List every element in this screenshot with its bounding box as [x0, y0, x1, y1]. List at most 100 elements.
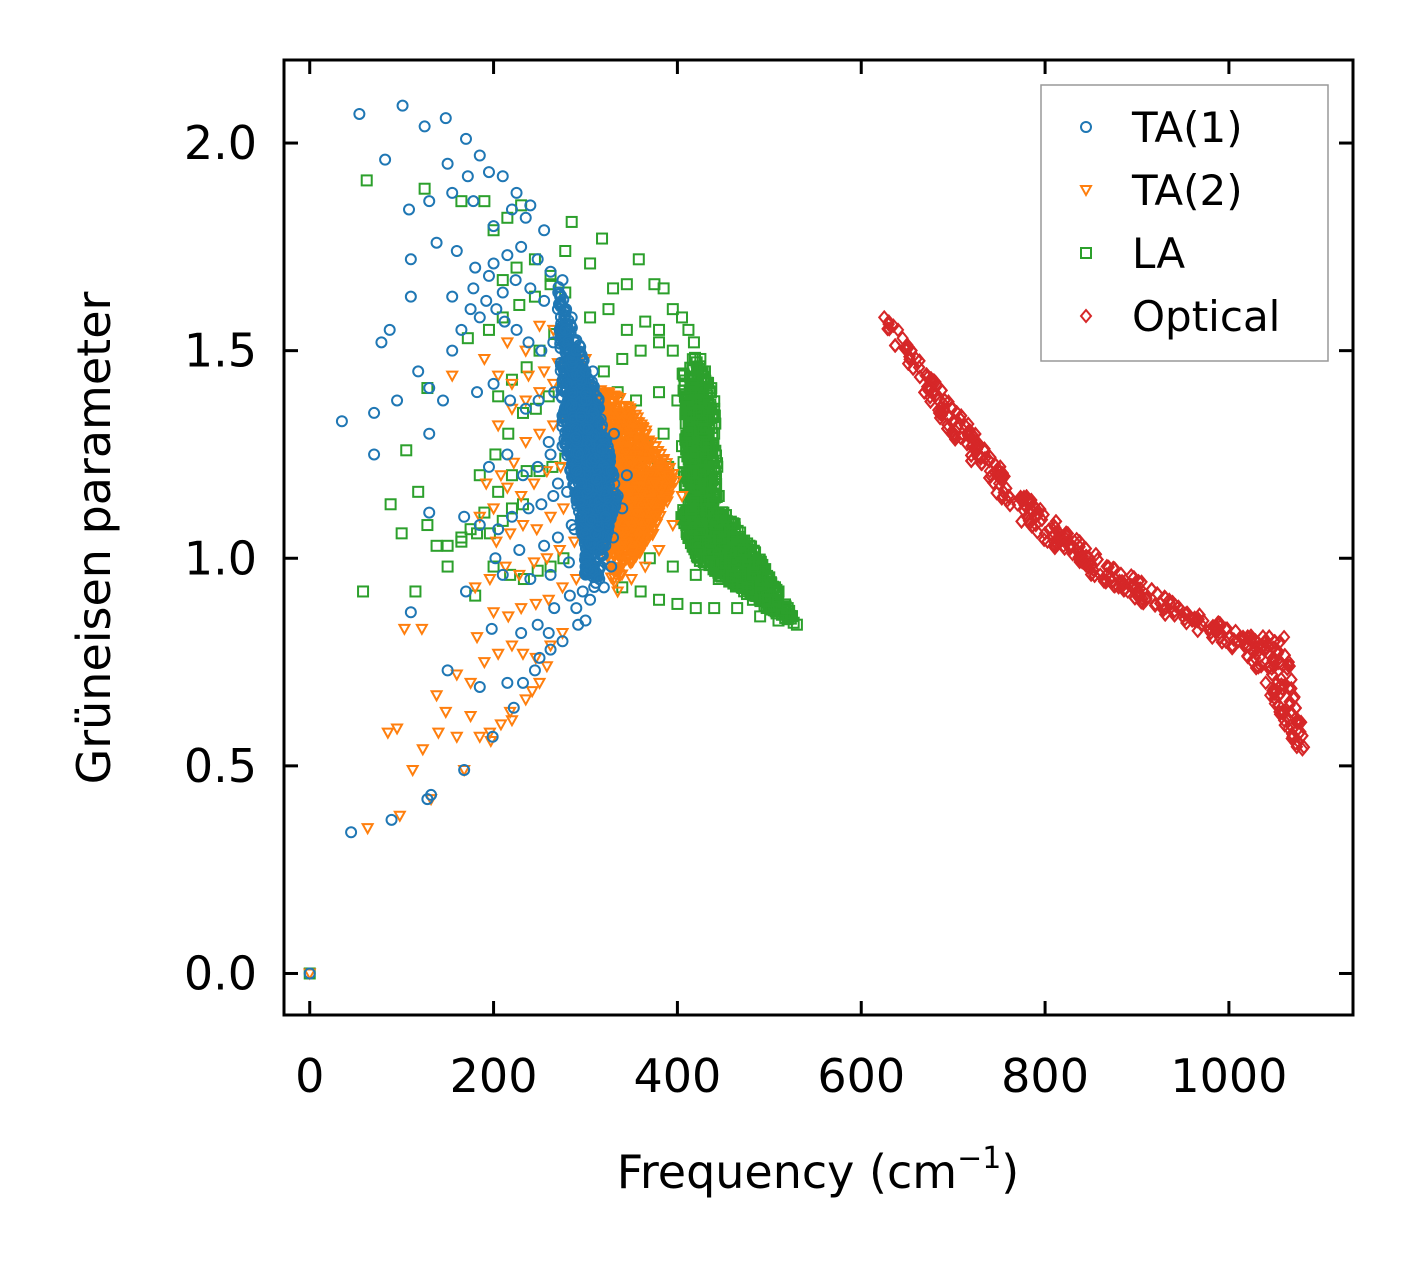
- data-point-ta-2: [477, 353, 492, 367]
- data-point-la: [657, 427, 670, 440]
- data-point-ta-2: [620, 407, 634, 420]
- data-point-ta-2: [500, 337, 515, 350]
- data-point-la: [708, 427, 721, 440]
- data-point-la: [696, 447, 709, 460]
- data-point-optical: [940, 421, 954, 437]
- data-point-ta-1: [547, 489, 560, 502]
- data-point-ta-2: [624, 485, 638, 498]
- data-point-la: [510, 261, 523, 274]
- data-point-optical: [920, 379, 934, 395]
- data-point-la: [753, 553, 766, 566]
- data-point-ta-1: [450, 245, 463, 257]
- data-point-la: [687, 336, 700, 349]
- data-point-la: [707, 557, 720, 570]
- data-point-optical: [921, 381, 934, 397]
- data-point-ta-2: [553, 544, 567, 558]
- data-point-la: [504, 568, 517, 581]
- data-point-ta-2: [450, 669, 464, 682]
- data-point-ta-1: [519, 402, 532, 415]
- data-point-ta-1: [531, 253, 544, 266]
- data-point-la: [694, 352, 707, 365]
- data-point-la: [544, 278, 557, 291]
- data-point-ta-1: [501, 448, 514, 461]
- data-point-ta-2: [479, 478, 493, 491]
- data-point-optical: [1026, 518, 1039, 534]
- data-point-la: [602, 303, 615, 316]
- data-point-la: [689, 568, 702, 581]
- data-point-ta-2: [645, 529, 660, 542]
- data-point-optical: [913, 353, 926, 369]
- data-point-la: [505, 502, 518, 515]
- data-point-la: [717, 510, 730, 523]
- data-point-ta-1: [516, 676, 529, 689]
- data-point-ta-2: [624, 497, 638, 510]
- data-point-ta-1: [345, 826, 358, 839]
- data-point-ta-1: [404, 606, 417, 619]
- data-point-ta-1: [353, 107, 366, 120]
- data-point-ta-2: [540, 553, 554, 566]
- data-point-ta-2: [507, 457, 521, 470]
- data-point-ta-2: [629, 506, 643, 519]
- data-point-ta-1: [489, 552, 502, 565]
- data-point-ta-1: [551, 531, 564, 544]
- data-point-ta-1: [588, 452, 601, 465]
- data-point-ta-1: [459, 585, 472, 598]
- data-point-ta-1: [467, 282, 480, 295]
- data-point-ta-2: [516, 648, 530, 661]
- data-point-ta-2: [500, 482, 515, 495]
- data-point-la: [700, 438, 713, 451]
- data-point-la: [544, 560, 557, 573]
- data-point-ta-1: [594, 473, 607, 486]
- data-point-ta-1: [509, 274, 522, 287]
- data-point-la: [653, 336, 666, 349]
- data-point-ta-1: [446, 290, 459, 303]
- data-point-ta-2: [608, 577, 622, 590]
- data-point-optical: [984, 449, 997, 465]
- data-point-ta-1: [515, 240, 528, 253]
- data-point-ta-2: [601, 387, 616, 400]
- data-point-la: [412, 485, 425, 498]
- data-point-ta-1: [505, 510, 518, 523]
- data-point-ta-1: [586, 365, 599, 378]
- data-point-ta-2: [652, 544, 666, 558]
- data-point-ta-1: [469, 261, 482, 274]
- data-point-ta-1: [561, 377, 574, 390]
- data-point-optical: [954, 408, 968, 424]
- data-point-la: [666, 303, 679, 316]
- data-point-ta-2: [641, 442, 655, 455]
- data-point-ta-1: [575, 477, 588, 490]
- data-point-ta-2: [662, 462, 677, 475]
- data-point-optical: [1106, 560, 1120, 576]
- data-point-la: [565, 215, 578, 228]
- data-point-ta-1: [482, 269, 495, 282]
- data-point-ta-2: [637, 457, 651, 470]
- data-point-ta-1: [585, 452, 598, 465]
- data-point-ta-1: [510, 323, 523, 336]
- data-point-ta-1: [501, 249, 514, 262]
- data-point-la: [492, 485, 505, 498]
- data-point-ta-2: [416, 744, 430, 757]
- data-point-ta-1: [551, 477, 564, 490]
- data-point-la: [703, 386, 716, 399]
- data-point-ta-2: [624, 468, 638, 481]
- data-point-ta-1: [596, 442, 609, 455]
- data-point-la: [677, 369, 690, 382]
- data-point-ta-1: [498, 315, 511, 328]
- data-point-ta-2: [623, 460, 638, 473]
- data-point-ta-1: [473, 149, 486, 162]
- data-point-ta-1: [544, 568, 557, 581]
- data-point-ta-1: [379, 153, 392, 166]
- data-point-ta-1: [513, 543, 526, 556]
- data-point-ta-2: [648, 477, 662, 490]
- series-layer: [303, 99, 1311, 981]
- data-point-la: [634, 344, 647, 357]
- data-point-ta-2: [609, 392, 623, 405]
- data-point-ta-1: [528, 664, 541, 677]
- data-point-la: [689, 494, 702, 507]
- data-point-ta-1: [473, 311, 486, 324]
- data-point-ta-1: [439, 112, 452, 125]
- data-point-ta-1: [544, 448, 557, 461]
- data-point-ta-2: [360, 823, 375, 836]
- data-point-ta-1: [566, 356, 579, 369]
- data-point-ta-1: [607, 531, 620, 544]
